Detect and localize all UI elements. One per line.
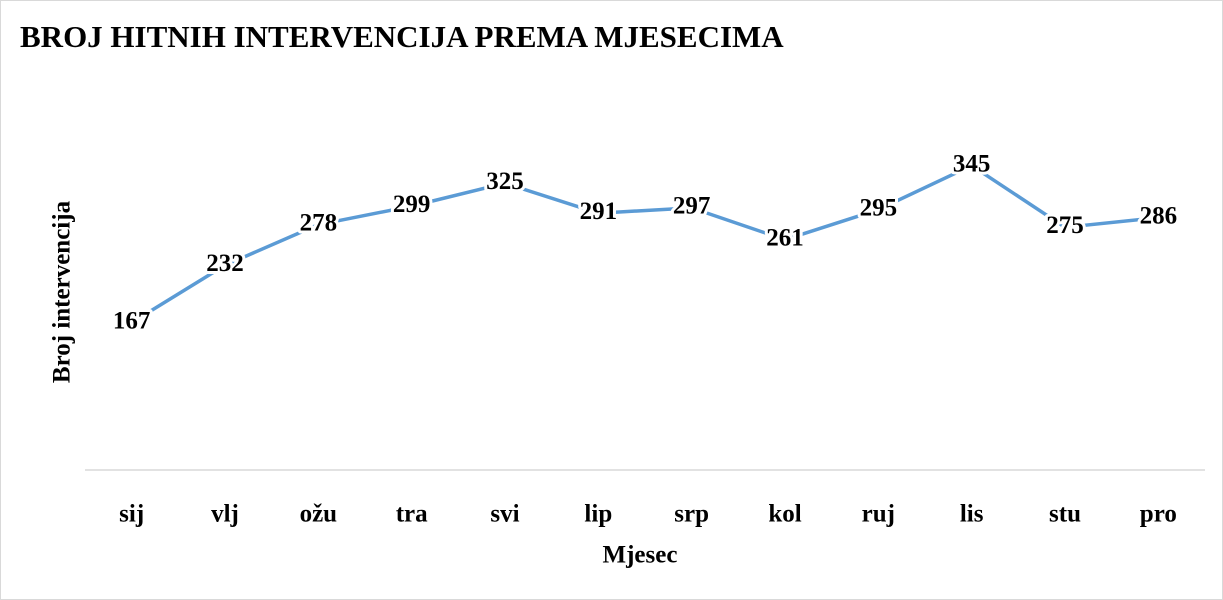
x-tick-label: kol	[768, 501, 801, 528]
data-label: 325	[486, 168, 524, 195]
data-label: 295	[860, 194, 898, 221]
data-label: 291	[580, 198, 618, 225]
data-label: 278	[300, 209, 338, 236]
x-tick-label: tra	[396, 501, 428, 528]
x-tick-label: ruj	[862, 501, 895, 528]
x-tick-label: stu	[1049, 501, 1081, 528]
x-tick-label: lip	[584, 501, 612, 528]
data-label: 297	[673, 193, 711, 220]
line	[130, 163, 1159, 325]
data-label: 286	[1140, 202, 1178, 229]
x-tick-label: pro	[1140, 501, 1177, 528]
data-label: 275	[1046, 212, 1084, 239]
data-label: 299	[393, 191, 431, 218]
data-label: 232	[206, 250, 244, 277]
data-label: 345	[953, 150, 991, 177]
x-tick-label: ožu	[300, 501, 338, 528]
x-tick-label: vlj	[211, 501, 239, 528]
y-axis-label: Broj intervencija	[49, 200, 76, 383]
data-label: 261	[766, 224, 804, 251]
x-tick-label: lis	[960, 501, 984, 528]
data-label: 167	[113, 307, 151, 334]
x-tick-label: svi	[490, 501, 519, 528]
x-axis-label: Mjesec	[603, 542, 678, 569]
x-tick-label: srp	[674, 501, 709, 528]
chart-title: BROJ HITNIH INTERVENCIJA PREMA MJESECIMA	[20, 19, 784, 54]
x-tick-label: sij	[119, 501, 144, 528]
